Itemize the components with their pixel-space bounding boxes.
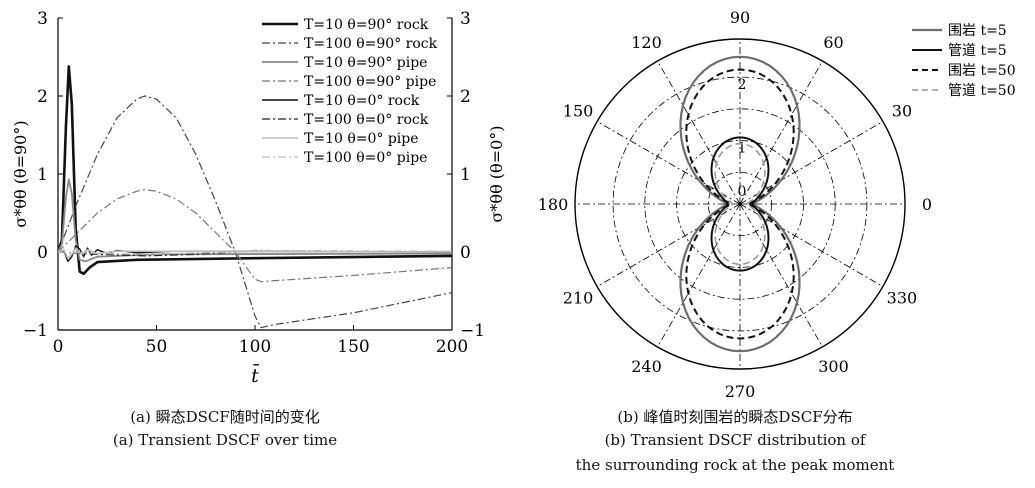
- polar-spoke: [657, 203, 741, 348]
- series-line: [57, 189, 453, 283]
- series-line: [57, 249, 453, 255]
- caption-a-cn: (a) 瞬态DSCF随时间的变化: [130, 408, 320, 426]
- polar-spoke: [596, 121, 741, 205]
- polar-series: [679, 55, 801, 353]
- angle-label: 150: [563, 102, 594, 121]
- angle-label: 0: [922, 195, 932, 214]
- angle-label: 120: [631, 33, 662, 52]
- radial-label: 2: [738, 77, 747, 93]
- polar-legend-label: 围岩 t=50: [948, 63, 1016, 79]
- x-tick-label: 200: [436, 337, 468, 357]
- polar-spoke: [657, 60, 741, 205]
- y-tick-label-right: 0: [460, 243, 471, 263]
- caption-b-en-1: (b) Transient DSCF distribution of: [604, 431, 866, 449]
- polar-spoke: [596, 203, 741, 287]
- legend-label: T=100 θ=90° pipe: [304, 74, 436, 90]
- y-tick-label-right: −1: [460, 321, 485, 341]
- x-tick-label: 0: [53, 337, 64, 357]
- legend-label: T=10 θ=90° pipe: [304, 55, 427, 71]
- radial-label: 0: [738, 184, 747, 200]
- angle-label: 300: [818, 357, 849, 376]
- y-axis-label-left: σ*θθ (θ=90°): [11, 120, 30, 227]
- legend-label: T=100 θ=0° rock: [304, 112, 429, 128]
- y-tick-label-right: 1: [460, 165, 471, 185]
- y-tick-label-right: 3: [460, 9, 471, 29]
- polar-legend-label: 围岩 t=5: [948, 23, 1007, 39]
- angle-label: 210: [563, 289, 594, 308]
- polar-spoke: [739, 60, 823, 205]
- polar-legend-label: 管道 t=50: [948, 83, 1016, 99]
- y-tick-label-left: 0: [37, 243, 48, 263]
- legend-label: T=100 θ=90° rock: [304, 36, 438, 52]
- y-tick-label-right: 2: [460, 87, 471, 107]
- angle-label: 270: [725, 382, 756, 401]
- angle-label: 90: [730, 8, 750, 27]
- polar-series: [714, 142, 766, 266]
- x-tick-label: 100: [239, 337, 271, 357]
- polar-spoke: [739, 203, 884, 287]
- polar-spoke: [739, 203, 823, 348]
- x-axis-label: t̄: [251, 363, 259, 387]
- x-tick-label: 150: [337, 337, 369, 357]
- legend-label: T=10 θ=0° rock: [304, 93, 420, 109]
- angle-label: 30: [892, 102, 912, 121]
- caption-b-cn: (b) 峰值时刻围岩的瞬态DSCF分布: [617, 408, 853, 426]
- legend-label: T=10 θ=90° rock: [304, 17, 429, 33]
- polar-chart: 0 30 60 90 120 150 180 210 240 270 300 330 0 1 2 围岩 t=5…: [538, 8, 1016, 401]
- caption-a-en: (a) Transient DSCF over time: [112, 431, 338, 449]
- angle-label: 330: [887, 289, 918, 308]
- angle-label: 240: [631, 357, 662, 376]
- angle-label: 180: [538, 195, 569, 214]
- polar-spoke: [739, 121, 884, 205]
- x-tick-label: 50: [146, 337, 168, 357]
- series-line: [57, 247, 453, 259]
- y-tick-label-left: 3: [37, 9, 48, 29]
- polar-outer-ring: [574, 38, 906, 370]
- radial-label: 1: [738, 141, 747, 157]
- series-line: [57, 95, 453, 329]
- legend-label: T=100 θ=0° pipe: [304, 150, 427, 166]
- caption-b-en-2: the surrounding rock at the peak moment: [575, 456, 895, 474]
- series-line: [56, 65, 453, 276]
- y-tick-label-left: 2: [37, 87, 48, 107]
- polar-legend-label: 管道 t=5: [948, 43, 1007, 59]
- legend-label: T=10 θ=0° pipe: [304, 131, 419, 147]
- polar-series: [710, 136, 770, 272]
- y-axis-label-right: σ*θθ (θ=0°): [487, 126, 506, 223]
- series-line: [57, 178, 453, 263]
- y-tick-label-left: 1: [37, 165, 48, 185]
- angle-label: 60: [823, 33, 843, 52]
- y-tick-label-left: −1: [23, 321, 48, 341]
